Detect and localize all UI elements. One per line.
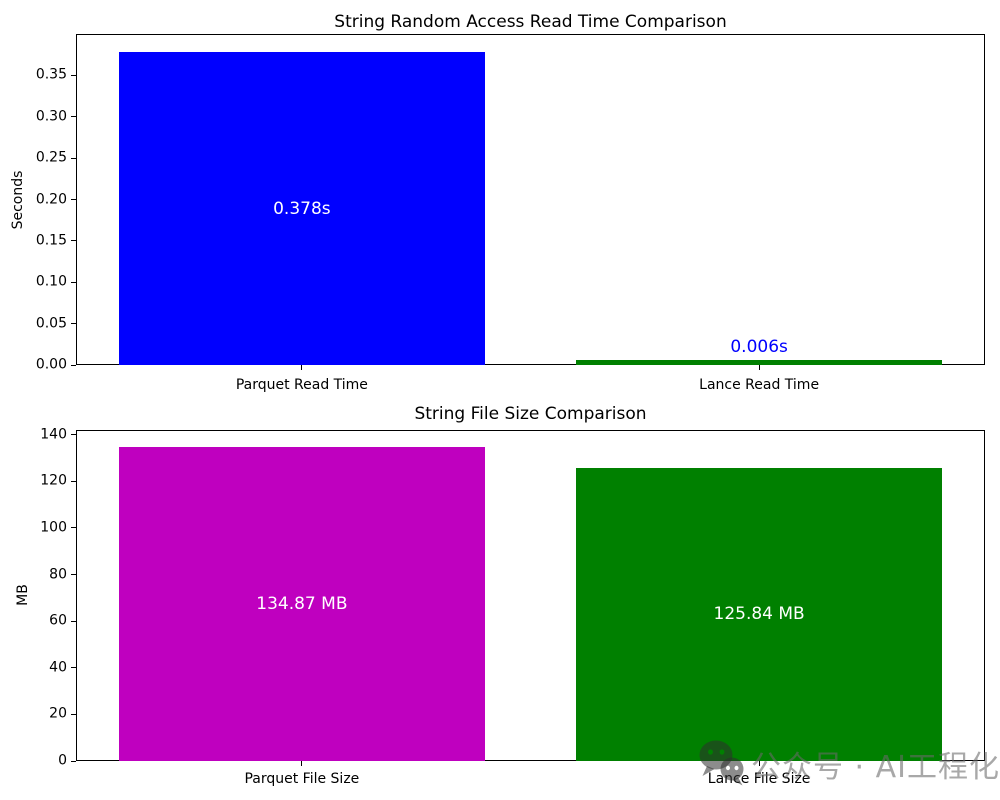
y-tick-label: 0.15 — [35, 232, 67, 249]
read-time-chart-title: String Random Access Read Time Compariso… — [334, 12, 727, 32]
y-tick-label: 140 — [40, 426, 67, 443]
y-tick-mark — [71, 281, 76, 283]
y-tick-label: 40 — [49, 659, 67, 676]
y-tick-label: 0.20 — [35, 191, 67, 207]
y-tick-mark — [71, 574, 76, 576]
y-tick-label: 80 — [49, 566, 67, 583]
y-tick-mark — [71, 74, 76, 76]
x-tick-label: Lance File Size — [707, 771, 811, 787]
y-tick-mark — [71, 713, 76, 715]
y-tick-label: 0.10 — [35, 273, 67, 290]
x-tick-mark — [301, 761, 303, 766]
y-tick-label: 0 — [58, 752, 67, 769]
x-tick-label: Parquet File Size — [244, 771, 360, 787]
file-size-y-axis-label: MB — [15, 584, 31, 606]
x-tick-mark — [301, 365, 303, 370]
y-tick-label: 100 — [40, 519, 67, 536]
bar-value-label: 125.84 MB — [713, 604, 805, 625]
y-tick-mark — [71, 323, 76, 325]
bar-value-label: 134.87 MB — [256, 593, 348, 614]
y-tick-mark — [71, 760, 76, 762]
y-tick-label: 20 — [49, 705, 67, 722]
y-tick-mark — [71, 527, 76, 529]
y-tick-label: 60 — [49, 612, 67, 629]
y-tick-mark — [71, 199, 76, 200]
bar-parquet-read-time — [118, 52, 485, 365]
y-tick-mark — [71, 434, 76, 436]
y-tick-mark — [71, 240, 76, 242]
y-tick-mark — [71, 480, 76, 482]
y-tick-label: 0.30 — [35, 108, 67, 125]
y-tick-mark — [71, 364, 76, 366]
y-tick-mark — [71, 157, 76, 159]
file-size-chart-title: String File Size Comparison — [414, 404, 647, 424]
x-tick-label: Parquet Read Time — [235, 377, 368, 393]
x-tick-mark — [758, 761, 760, 766]
bar-value-label: 0.006s — [730, 337, 788, 358]
y-tick-label: 0.35 — [35, 66, 67, 83]
bar-parquet-file-size — [118, 446, 485, 761]
bar-value-label: 0.378s — [273, 198, 331, 219]
y-tick-label: 0.25 — [35, 149, 67, 166]
bar-lance-read-time — [576, 360, 942, 365]
y-tick-label: 0.05 — [35, 315, 67, 332]
y-tick-mark — [71, 667, 76, 669]
y-tick-mark — [71, 116, 76, 118]
y-tick-mark — [71, 620, 76, 622]
y-tick-label: 0.00 — [35, 356, 67, 373]
x-tick-mark — [758, 365, 760, 370]
x-tick-label: Lance Read Time — [699, 377, 820, 393]
y-tick-label: 120 — [40, 472, 67, 489]
bar-lance-file-size — [576, 467, 942, 761]
